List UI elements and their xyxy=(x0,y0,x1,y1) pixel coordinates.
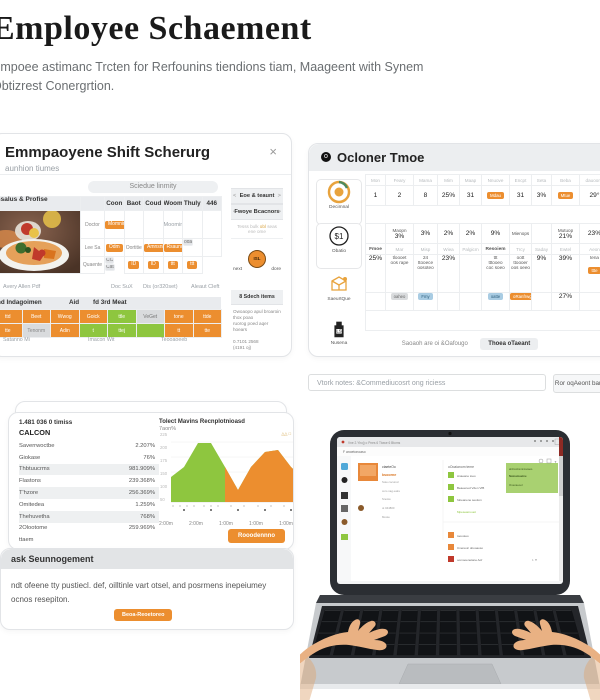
svg-text:oOoaianom teme: oOoaianom teme xyxy=(448,465,474,469)
svg-text:oomooenetane Aof: oomooenetane Aof xyxy=(457,558,482,562)
svg-text:Snotos: Snotos xyxy=(382,497,391,501)
svg-text:Onecaeool: Onecaeool xyxy=(509,483,523,487)
svg-text:Vne 2.Yhoj) o Pnes 6 Ttowe 6: Vne 2.Yhoj) o Pnes 6 Ttowe 6 Btoms xyxy=(348,441,401,445)
svg-text:coro nag eatre: coro nag eatre xyxy=(382,489,400,493)
svg-text:tooooteo: tooooteo xyxy=(457,534,469,538)
svg-text:200: 200 xyxy=(160,445,168,450)
svg-text:Natoamaetne: Natoamaetne xyxy=(509,474,527,478)
svg-text:$1: $1 xyxy=(335,232,344,241)
svg-text:F anoetonoaso: F anoetonoaso xyxy=(343,450,366,454)
svg-text:Moote: Moote xyxy=(382,515,390,519)
svg-text:1 ▼: 1 ▼ xyxy=(532,558,538,562)
svg-text:175: 175 xyxy=(160,458,168,463)
svg-text:▼: ▼ xyxy=(554,460,557,464)
svg-text:100: 100 xyxy=(160,484,168,489)
svg-text:ksoorne: ksoorne xyxy=(382,473,396,477)
svg-text:Sote cocurod: Sote cocurod xyxy=(382,480,399,484)
svg-text:50: 50 xyxy=(160,497,165,502)
svg-text:ot 044800: ot 044800 xyxy=(382,506,395,510)
svg-text:150: 150 xyxy=(160,471,168,476)
svg-text:Mpeseamouot: Mpeseamouot xyxy=(457,510,476,514)
svg-text:ctaeteOo: ctaeteOo xyxy=(382,465,396,469)
svg-text:fobeanene seotion: fobeanene seotion xyxy=(457,498,482,502)
svg-text:abtCeohentcoooaeo: abtCeohentcoooaeo xyxy=(509,467,533,471)
svg-text:Beaeened Vden VfB: Beaeened Vden VfB xyxy=(457,486,484,490)
svg-text:Anaeane toeo: Anaeane toeo xyxy=(457,474,476,478)
svg-text:Cnereoic obooaoso: Cnereoic obooaoso xyxy=(457,546,483,550)
svg-text:225: 225 xyxy=(160,432,168,437)
